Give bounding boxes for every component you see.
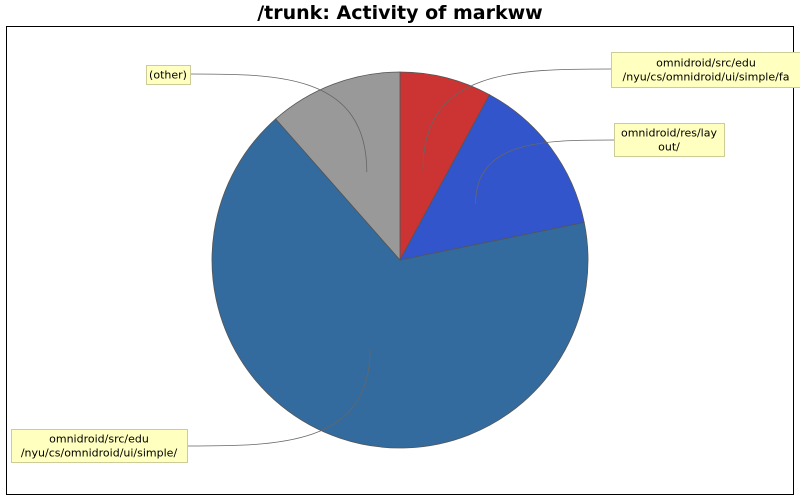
- pie-slice: [399, 94, 585, 261]
- label-leader-line: [475, 139, 615, 205]
- pie-slice: [399, 71, 491, 261]
- slice-label: omnidroid/src/edu/nyu/cs/omnidroid/ui/si…: [21, 433, 178, 460]
- pie-slice: [211, 118, 589, 449]
- slice-label-box: [614, 123, 725, 157]
- chart-title: /trunk: Activity of markww: [257, 2, 543, 24]
- slice-label-box: [146, 65, 191, 85]
- slice-label: omnidroid/res/lay out/: [621, 127, 717, 154]
- slice-labels: omnidroid/src/edu/nyu/cs/omnidroid/ui/si…: [11, 52, 800, 463]
- pie-slice: [275, 71, 401, 262]
- slice-label: (other): [149, 69, 187, 82]
- slice-label-box: [11, 429, 188, 463]
- pie-slices: [211, 71, 589, 449]
- slice-label: omnidroid/src/edu/nyu/cs/omnidroid/ui/si…: [623, 57, 790, 84]
- slice-label-box: [611, 52, 800, 88]
- label-leader-line: [422, 68, 612, 169]
- label-leader-line: [186, 349, 371, 447]
- label-leader-line: [189, 73, 368, 173]
